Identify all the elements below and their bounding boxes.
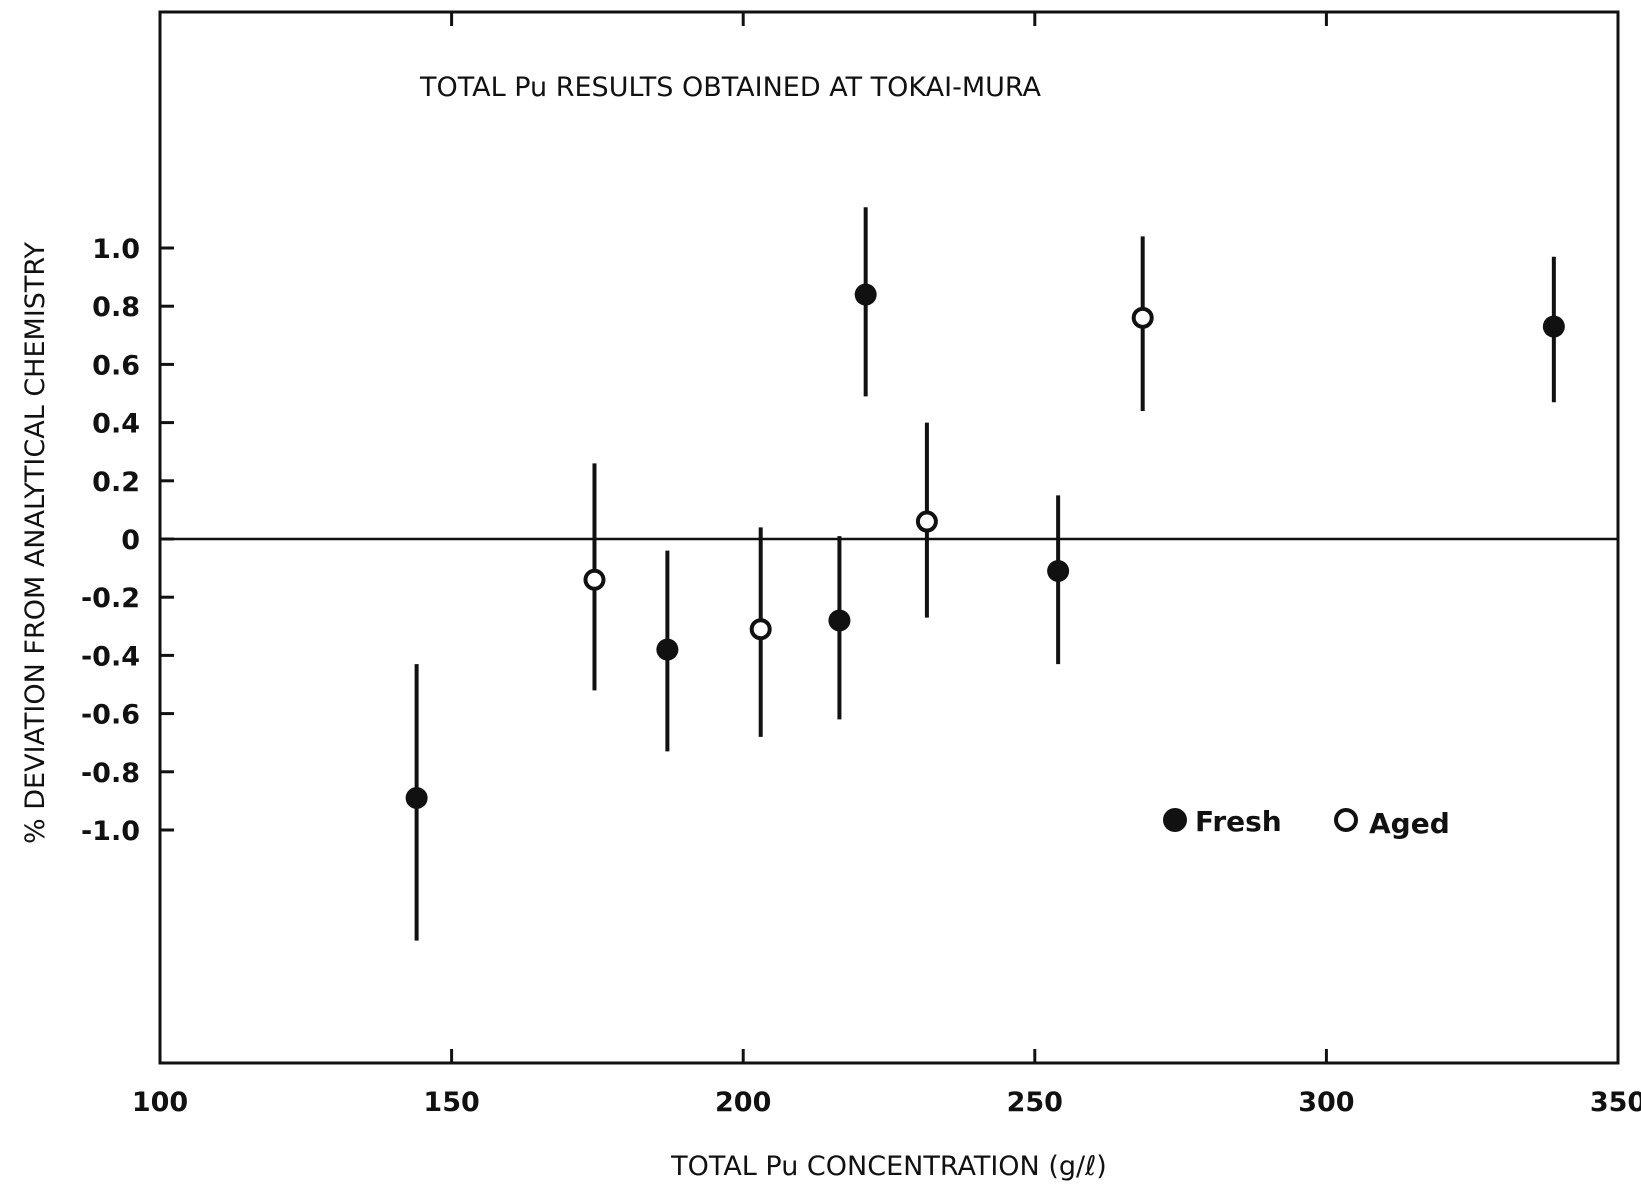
plot-frame [160, 12, 1618, 1063]
fresh-point [1543, 316, 1565, 338]
x-axis-title: TOTAL Pu CONCENTRATION (g/ℓ) [670, 1151, 1107, 1182]
y-tick-label: 0 [121, 525, 140, 556]
x-axis-ticks: 100 150 200 250 300 350 [132, 12, 1641, 1118]
y-tick-label: 1.0 [92, 234, 140, 265]
legend-fresh-label: Fresh [1195, 805, 1282, 838]
legend: Fresh Aged [1163, 805, 1450, 840]
x-tick-label: 250 [1007, 1087, 1063, 1118]
fresh-point [855, 284, 877, 306]
fresh-point [828, 609, 850, 631]
x-tick-label: 200 [715, 1087, 771, 1118]
y-tick-label: -0.2 [81, 583, 140, 614]
legend-fresh-marker [1163, 808, 1187, 832]
fresh-point [406, 787, 428, 809]
y-axis-title: % DEVIATION FROM ANALYTICAL CHEMISTRY [20, 242, 51, 844]
x-tick-label: 150 [423, 1087, 479, 1118]
aged-point [918, 513, 936, 531]
fresh-point [656, 639, 678, 661]
x-tick-label: 100 [132, 1087, 188, 1118]
legend-aged-label: Aged [1369, 807, 1450, 840]
aged-point [752, 620, 770, 638]
y-tick-label: 0.4 [92, 409, 140, 440]
chart-title: TOTAL Pu RESULTS OBTAINED AT TOKAI-MURA [419, 72, 1042, 103]
aged-point [1134, 309, 1152, 327]
y-tick-label: -0.4 [81, 641, 140, 672]
aged-point [585, 571, 603, 589]
x-tick-label: 300 [1298, 1087, 1354, 1118]
y-tick-label: 0.8 [92, 292, 140, 323]
y-tick-label: -0.8 [81, 758, 140, 789]
fresh-point [1047, 560, 1069, 582]
x-tick-label: 350 [1590, 1087, 1641, 1118]
y-tick-label: -0.6 [81, 700, 140, 731]
y-tick-label: 0.2 [92, 467, 140, 498]
y-tick-label: -1.0 [81, 816, 140, 847]
legend-aged-marker [1336, 810, 1356, 830]
y-tick-label: 0.6 [92, 350, 140, 381]
